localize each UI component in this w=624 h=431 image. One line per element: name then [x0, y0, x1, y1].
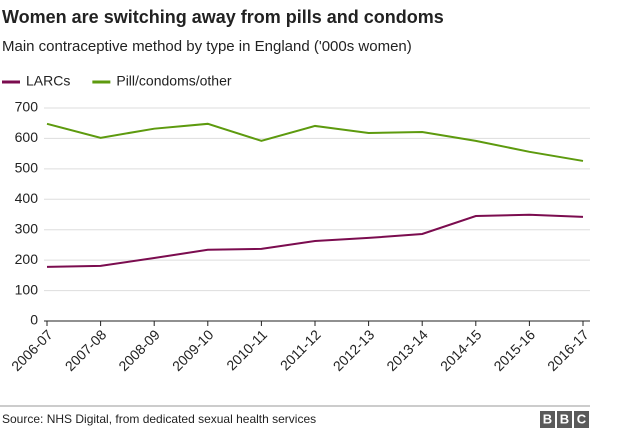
source: Source: NHS Digital, from dedicated sexu… — [2, 412, 316, 426]
logo-letter: C — [577, 411, 587, 426]
y-tick-label: 700 — [15, 99, 39, 115]
y-tick-label: 500 — [15, 160, 39, 176]
y-tick-label: 200 — [15, 251, 39, 267]
legend-label: LARCs — [26, 73, 70, 89]
y-tick-label: 100 — [15, 281, 39, 297]
x-tick-label: 2015-16 — [490, 326, 538, 374]
x-tick-label: 2016-17 — [544, 326, 592, 374]
series-line — [46, 122, 584, 162]
x-tick-label: 2009-10 — [169, 326, 217, 374]
x-tick-label: 2012-13 — [330, 326, 378, 374]
logo-box — [574, 411, 589, 428]
y-tick-label: 300 — [15, 220, 39, 236]
logo-letter: B — [560, 411, 569, 426]
x-tick-label: 2013-14 — [383, 326, 431, 374]
logo-box — [540, 411, 555, 428]
x-tick-label: 2011-12 — [277, 326, 324, 373]
x-tick-label: 2007-08 — [62, 326, 110, 374]
chart-subtitle: Main contraceptive method by type in Eng… — [2, 38, 412, 55]
x-tick-label: 2014-15 — [437, 326, 485, 374]
x-tick-label: 2008-09 — [115, 326, 163, 374]
legend-label: Pill/condoms/other — [116, 73, 232, 89]
y-tick-label: 400 — [15, 190, 39, 206]
x-tick-label: 2010-11 — [223, 326, 270, 373]
logo-letter: B — [543, 411, 552, 426]
series-line — [46, 213, 584, 268]
y-tick-label: 0 — [30, 312, 38, 328]
chart-title: Women are switching away from pills and … — [2, 7, 444, 27]
logo-box — [557, 411, 572, 428]
x-tick-label: 2006-07 — [8, 326, 56, 374]
y-tick-label: 600 — [15, 129, 39, 145]
